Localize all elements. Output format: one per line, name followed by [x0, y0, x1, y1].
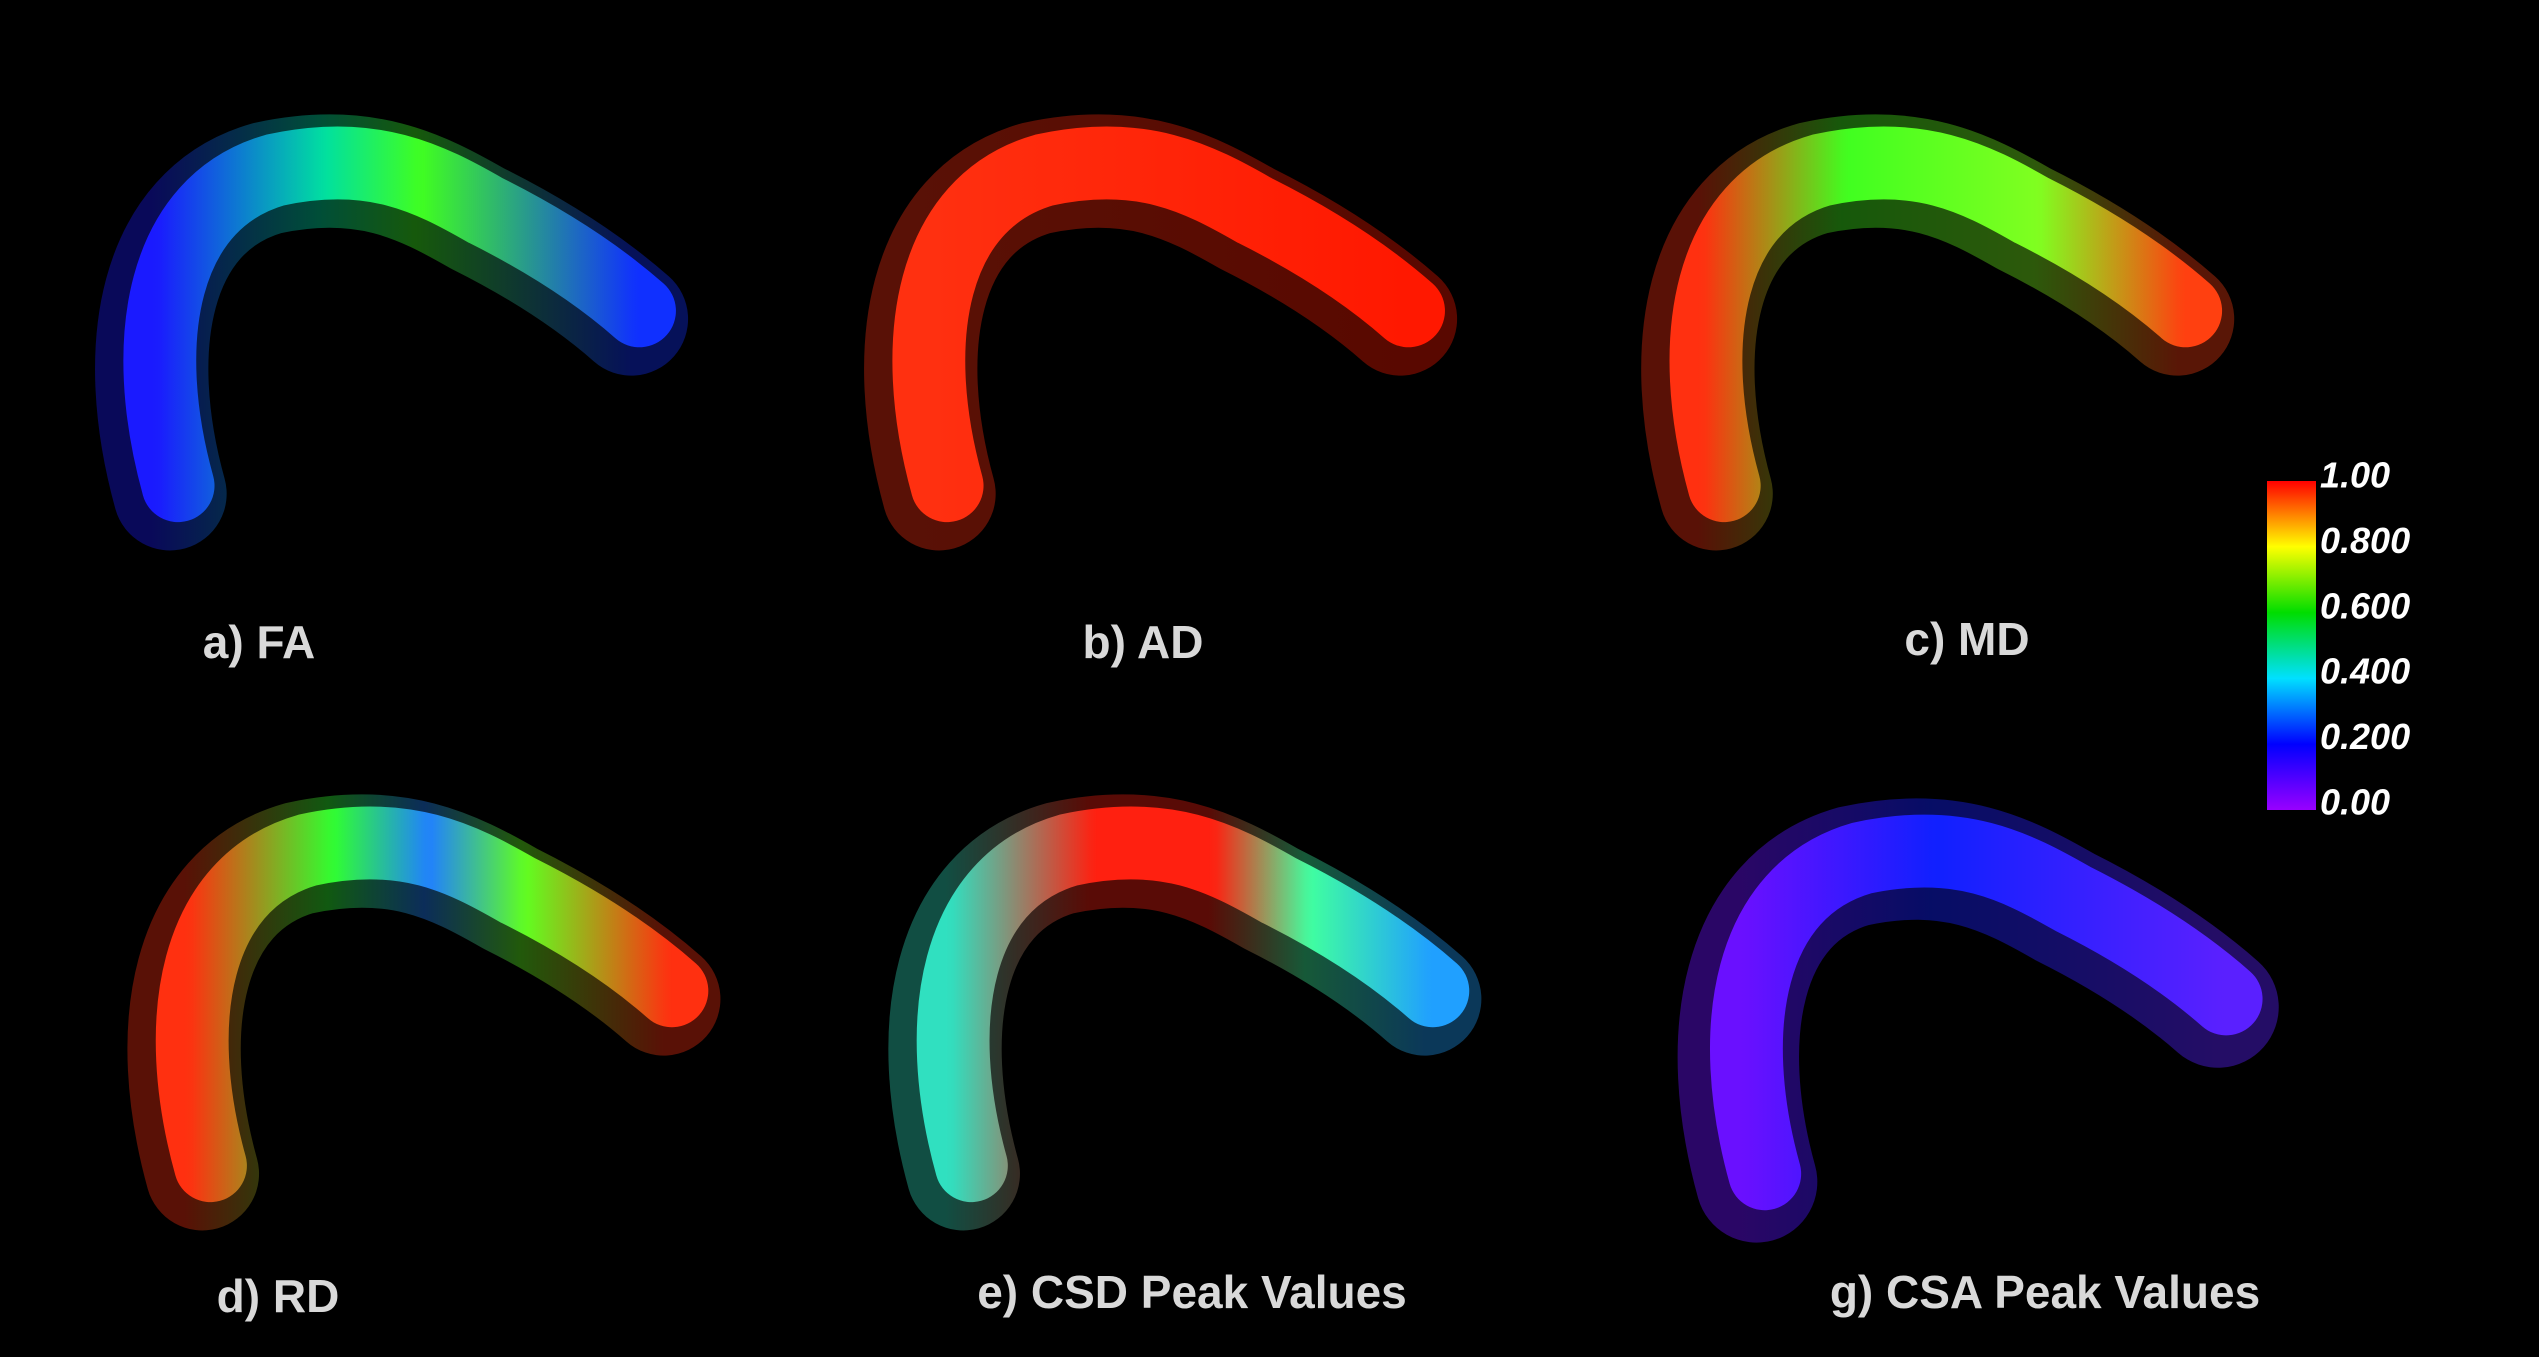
colorbar-tick-label: 0.00 [2320, 782, 2390, 823]
colorbar-tick-label: 0.600 [2320, 585, 2410, 626]
colorbar-tick-label: 1.00 [2320, 455, 2390, 496]
panel-label: d) RD [217, 1270, 340, 1322]
colorbar [2267, 481, 2316, 810]
panel-label: a) FA [203, 616, 315, 668]
colorbar-tick-label: 0.400 [2320, 651, 2410, 692]
panel-label: c) MD [1904, 613, 2029, 665]
panel-label: e) CSD Peak Values [977, 1266, 1407, 1318]
panel-label: b) AD [1083, 616, 1204, 668]
colorbar-tick-label: 0.800 [2320, 520, 2410, 561]
colorbar-tick-label: 0.200 [2320, 716, 2410, 757]
panel-image [152, 163, 2226, 1182]
colorbar-ticks: 1.00 0.800 0.600 0.400 0.200 0.00 [2320, 455, 2410, 823]
panel-label: g) CSA Peak Values [1830, 1266, 2260, 1318]
